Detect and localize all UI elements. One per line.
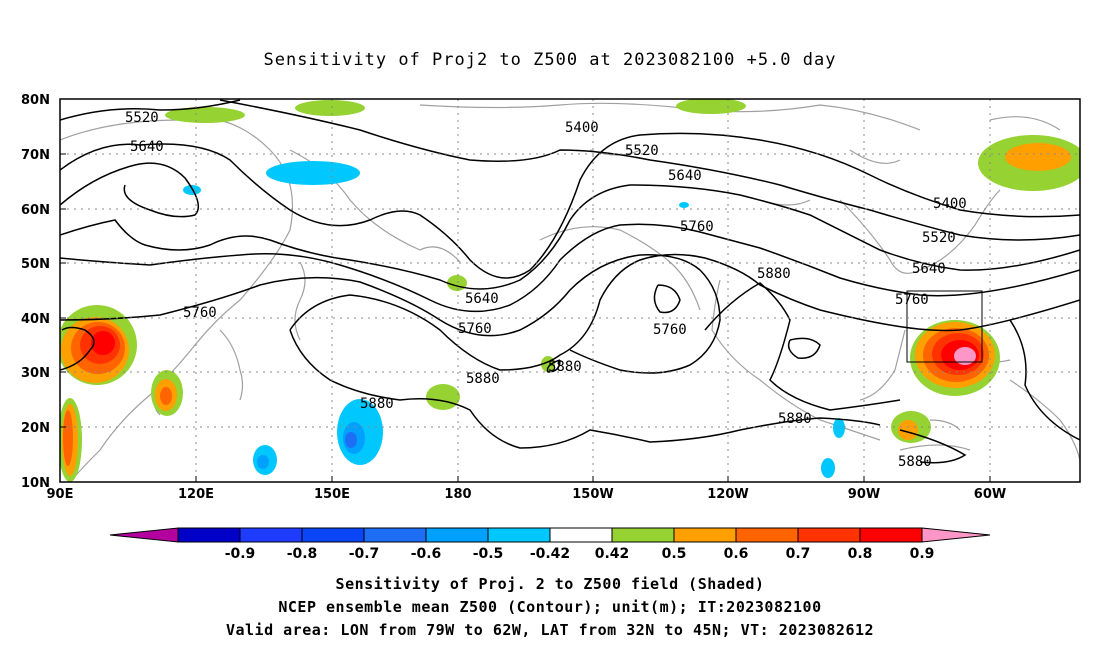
- colorbar-cell: [611, 527, 675, 543]
- contour-label: 5880: [548, 359, 582, 375]
- map-plot-area: 5520 5640 5400 5520 5640 5760 5880 5400 …: [60, 99, 1080, 482]
- caption-contour: NCEP ensemble mean Z500 (Contour); unit(…: [278, 598, 822, 616]
- colorbar-min-arrow: [109, 527, 179, 543]
- contour-label: 5880: [360, 396, 394, 412]
- colorbar-label: 0.8: [848, 546, 873, 562]
- contour-label: 5520: [625, 143, 659, 159]
- lat-label: 50N: [21, 257, 50, 272]
- lon-label: 120E: [178, 487, 214, 502]
- lon-label: 150E: [314, 487, 350, 502]
- colorbar-cell: [177, 527, 241, 543]
- contour-label: 5400: [933, 196, 967, 212]
- lat-label: 60N: [21, 203, 50, 218]
- colorbar-label: 0.6: [724, 546, 749, 562]
- map-title: Sensitivity of Proj2 to Z500 at 20230821…: [263, 50, 837, 70]
- contour-label: 5760: [183, 305, 217, 321]
- contour-labels: 5520 5640 5400 5520 5640 5760 5880 5400 …: [125, 110, 967, 470]
- map-frame: [59, 98, 1081, 483]
- caption-valid-area: Valid area: LON from 79W to 62W, LAT fro…: [225, 621, 875, 639]
- contour-label: 5640: [912, 261, 946, 277]
- colorbar-label: -0.6: [411, 546, 442, 562]
- contour-label: 5760: [458, 321, 492, 337]
- colorbar-max-arrow: [921, 527, 991, 543]
- colorbar-label: -0.9: [225, 546, 256, 562]
- contour-label: 5880: [778, 411, 812, 427]
- colorbar-label: -0.42: [530, 546, 570, 562]
- colorbar-cell: [487, 527, 551, 543]
- colorbar-cell: [859, 527, 923, 543]
- contour-label: 5760: [680, 219, 714, 235]
- valid-area-box: [906, 290, 983, 363]
- colorbar-label: 0.7: [786, 546, 811, 562]
- colorbar-label: -0.5: [473, 546, 504, 562]
- contour-label: 5400: [565, 120, 599, 136]
- lat-label: 70N: [21, 148, 50, 163]
- colorbar-cell: [673, 527, 737, 543]
- contour-label: 5520: [125, 110, 159, 126]
- lat-label: 10N: [21, 476, 50, 491]
- lon-label: 90E: [47, 487, 74, 502]
- lat-label: 80N: [21, 93, 50, 108]
- caption-shading: Sensitivity of Proj. 2 to Z500 field (Sh…: [335, 575, 765, 593]
- contour-label: 5760: [653, 322, 687, 338]
- colorbar-label: 0.42: [595, 546, 630, 562]
- colorbar-cell: [239, 527, 303, 543]
- colorbar-cell: [549, 527, 613, 543]
- colorbar-label: -0.8: [287, 546, 318, 562]
- colorbar-cell: [425, 527, 489, 543]
- axis-tick-marks: [60, 98, 991, 482]
- z500-contours: [60, 99, 1080, 464]
- colorbar-cell: [301, 527, 365, 543]
- contour-label: 5880: [466, 371, 500, 387]
- lon-label: 180: [444, 487, 471, 502]
- colorbar-cell: [363, 527, 427, 543]
- longitude-labels: 90E 120E 150E 180 150W 120W 90W 60W: [47, 487, 1007, 502]
- contour-label: 5760: [895, 292, 929, 308]
- lat-label: 30N: [21, 366, 50, 381]
- lat-lon-grid: [60, 99, 1080, 482]
- lon-label: 60W: [974, 487, 1006, 502]
- colorbar-label: -0.7: [349, 546, 380, 562]
- contour-label: 5880: [757, 266, 791, 282]
- colorbar-label: 0.9: [910, 546, 935, 562]
- latitude-labels: 80N 70N 60N 50N 40N 30N 20N 10N: [21, 93, 50, 491]
- lon-label: 150W: [572, 487, 613, 502]
- lon-label: 90W: [848, 487, 880, 502]
- lat-label: 40N: [21, 312, 50, 327]
- lon-label: 120W: [707, 487, 748, 502]
- colorbar-label: 0.5: [662, 546, 687, 562]
- sensitivity-shading: [60, 99, 1080, 482]
- colorbar: -0.9 -0.8 -0.7 -0.6 -0.5 -0.42 0.42 0.5 0.6 0.7 0.…: [109, 527, 991, 562]
- contour-label: 5640: [130, 139, 164, 155]
- contour-label: 5880: [898, 454, 932, 470]
- contour-label: 5640: [465, 291, 499, 307]
- colorbar-cell: [735, 527, 799, 543]
- lat-label: 20N: [21, 421, 50, 436]
- colorbar-cell: [797, 527, 861, 543]
- contour-label: 5520: [922, 230, 956, 246]
- contour-label: 5640: [668, 168, 702, 184]
